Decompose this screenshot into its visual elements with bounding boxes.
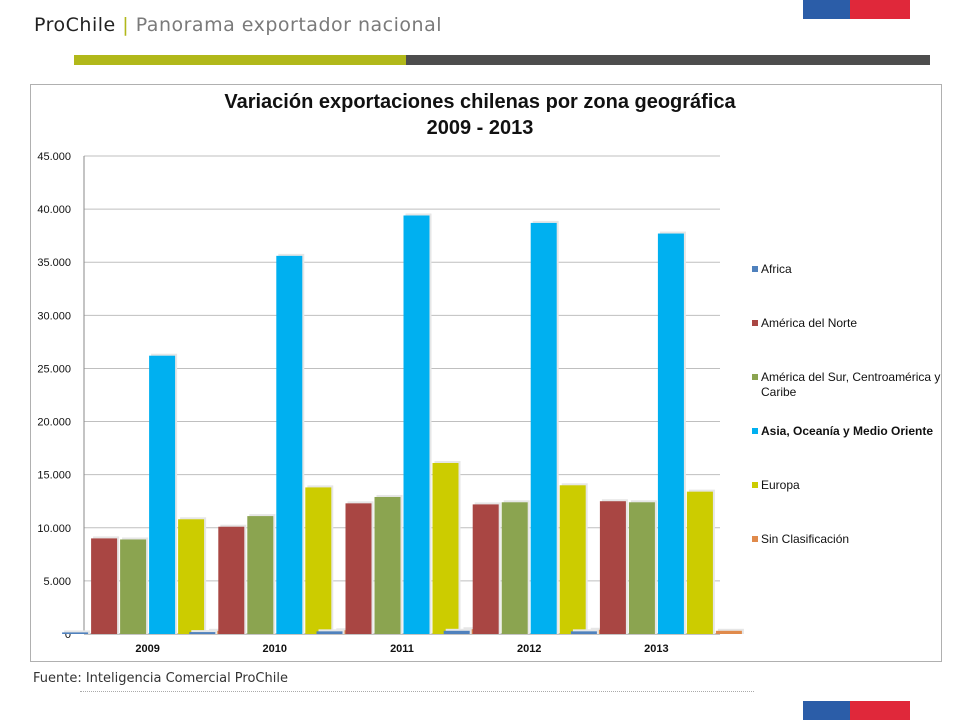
bar-2011-2 (374, 496, 401, 634)
y-tick-label: 45.000 (37, 151, 71, 163)
legend-label: Sin Clasificación (761, 532, 850, 546)
bar-2010-1 (218, 526, 245, 634)
legend-swatch (752, 536, 758, 542)
x-tick-label: 2011 (390, 643, 414, 655)
bar-2009-2 (120, 539, 147, 634)
bar-2011-0 (316, 631, 343, 634)
legend-swatch (752, 374, 758, 380)
chart-subtitle: 2009 - 2013 (426, 117, 534, 139)
legend-swatch (752, 482, 758, 488)
bar-2009-4 (178, 519, 205, 634)
legend-label: América del Norte (761, 316, 858, 330)
bar-2013-2 (628, 502, 655, 634)
bar-2012-2 (501, 502, 528, 634)
bar-2010-0 (189, 632, 216, 634)
bar-2013-3 (657, 233, 684, 634)
bar-2012-1 (472, 504, 499, 634)
y-tick-label: 25.000 (37, 363, 71, 375)
y-tick-label: 35.000 (37, 257, 71, 269)
bar-2013-1 (599, 501, 626, 634)
x-tick-label: 2012 (517, 643, 541, 655)
bar-2009-1 (91, 538, 118, 634)
y-tick-label: 30.000 (37, 310, 71, 322)
bar-shadow (64, 630, 91, 634)
bar-2012-0 (443, 630, 470, 634)
header-dark-bar (406, 55, 930, 65)
page-header-title: ProChile | Panorama exportador nacional (34, 14, 442, 36)
flag-bottom-decoration (803, 701, 910, 720)
legend-label: América del Sur, Centroamérica y Caribe (761, 370, 941, 399)
bar-shadow (191, 630, 218, 634)
bar-2013-5 (715, 630, 742, 634)
bar-2013-0 (570, 631, 597, 634)
bar-2011-3 (403, 215, 430, 635)
y-tick-label: 40.000 (37, 204, 71, 216)
header-accent-bar (74, 55, 406, 65)
footer-divider (80, 691, 754, 692)
page-subtitle: Panorama exportador nacional (135, 14, 442, 36)
x-tick-label: 2013 (644, 643, 668, 655)
legend-label: Asia, Oceanía y Medio Oriente (761, 424, 934, 438)
chart-title: Variación exportaciones chilenas por zon… (224, 91, 736, 113)
y-tick-label: 20.000 (37, 417, 71, 429)
bar-2010-4 (305, 487, 332, 634)
x-tick-label: 2010 (263, 643, 287, 655)
bar-2013-4 (686, 491, 713, 634)
title-separator: | (122, 14, 130, 36)
bar-2011-4 (432, 462, 459, 634)
y-tick-label: 0 (65, 629, 71, 641)
bar-2009-0 (62, 632, 89, 634)
bar-2012-3 (530, 222, 557, 635)
legend-swatch (752, 266, 758, 272)
legend-swatch (752, 428, 758, 434)
y-tick-label: 15.000 (37, 470, 71, 482)
bar-2010-2 (247, 516, 274, 634)
y-tick-label: 5.000 (43, 576, 71, 588)
x-tick-label: 2009 (135, 643, 159, 655)
bar-2010-3 (276, 255, 303, 635)
legend-label: Africa (761, 262, 792, 276)
source-note: Fuente: Inteligencia Comercial ProChile (33, 671, 288, 686)
legend-label: Europa (761, 478, 800, 492)
brand-name: ProChile (34, 14, 116, 36)
legend-swatch (752, 320, 758, 326)
bar-2009-3 (149, 355, 176, 634)
bar-2011-1 (345, 503, 372, 634)
y-tick-label: 10.000 (37, 523, 71, 535)
bar-2012-4 (559, 485, 586, 634)
flag-top-decoration (803, 0, 910, 19)
